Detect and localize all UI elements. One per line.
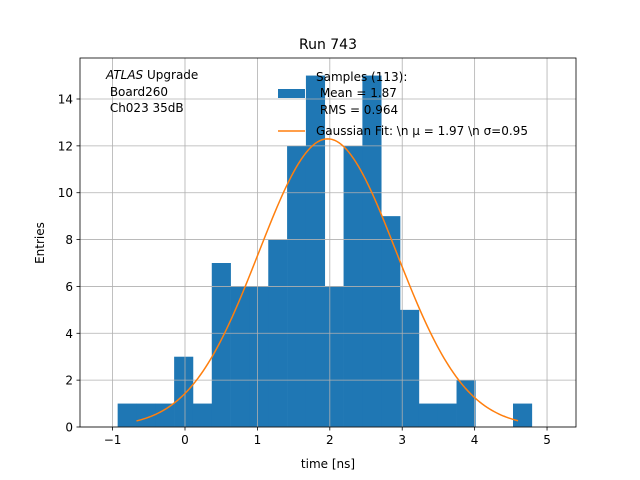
histogram-bar-15 <box>400 309 420 427</box>
x-axis-label: time [ns] <box>301 457 355 471</box>
y-tick-label-6: 12 <box>58 139 73 153</box>
plot-area <box>79 57 577 428</box>
histogram-bar-13 <box>362 75 382 427</box>
plot-frame <box>79 57 577 428</box>
x-tick-label-0: −1 <box>104 433 122 447</box>
x-tick-label-5: 4 <box>471 433 479 447</box>
y-tick-label-7: 14 <box>58 93 73 107</box>
atlas-annotation: ATLAS Upgrade Board260 Ch023 35dB <box>105 68 198 115</box>
svg-text:ATLAS Upgrade: ATLAS Upgrade <box>105 68 198 82</box>
y-axis-ticks: 0 2 4 6 8 10 12 14 <box>58 93 80 435</box>
histogram-bar-21 <box>513 403 533 427</box>
legend: Samples (113): Mean = 1.87 RMS = 0.964 G… <box>278 70 528 138</box>
legend-fit-label: Gaussian Fit: \n μ = 1.97 \n σ=0.95 <box>316 124 528 138</box>
x-axis-ticks: −1 0 1 2 3 4 5 <box>104 427 551 447</box>
upgrade-label: Upgrade <box>143 68 198 82</box>
y-axis-label: Entries <box>33 222 47 264</box>
legend-samples-line3: RMS = 0.964 <box>316 103 398 117</box>
histogram-bar-1 <box>136 403 156 427</box>
histogram-bar-6 <box>230 286 250 427</box>
channel-label: Ch023 35dB <box>106 101 184 115</box>
gaussian-fit-curve <box>136 138 519 422</box>
legend-samples-patch <box>278 89 305 98</box>
histogram-bar-10 <box>305 75 326 427</box>
histogram-bar-14 <box>381 216 401 427</box>
atlas-label: ATLAS <box>105 68 144 82</box>
histogram-bar-4 <box>192 403 213 427</box>
histogram-bar-3 <box>174 356 194 427</box>
x-tick-label-6: 5 <box>543 433 551 447</box>
histogram-bar-0 <box>117 403 137 427</box>
y-tick-label-3: 6 <box>65 280 73 294</box>
y-tick-label-2: 4 <box>65 327 73 341</box>
x-tick-label-2: 1 <box>254 433 262 447</box>
y-tick-label-5: 10 <box>58 186 73 200</box>
x-tick-label-4: 3 <box>398 433 406 447</box>
legend-samples-line2: Mean = 1.87 <box>316 86 397 100</box>
y-tick-label-0: 0 <box>65 421 73 435</box>
histogram-bar-5 <box>211 263 231 427</box>
y-tick-label-1: 2 <box>65 374 73 388</box>
histogram-bar-18 <box>456 380 476 427</box>
x-tick-label-3: 2 <box>326 433 334 447</box>
histogram-bar-16 <box>418 403 438 427</box>
histogram-bar-17 <box>437 403 457 427</box>
board-label: Board260 <box>106 85 168 99</box>
histogram-bar-11 <box>324 286 344 427</box>
histogram-bar-2 <box>155 403 175 427</box>
chart-title: Run 743 <box>299 37 357 53</box>
legend-samples-line1: Samples (113): <box>316 70 407 84</box>
histogram-bar-7 <box>249 286 269 427</box>
y-tick-label-4: 8 <box>65 233 73 247</box>
x-tick-label-1: 0 <box>181 433 189 447</box>
